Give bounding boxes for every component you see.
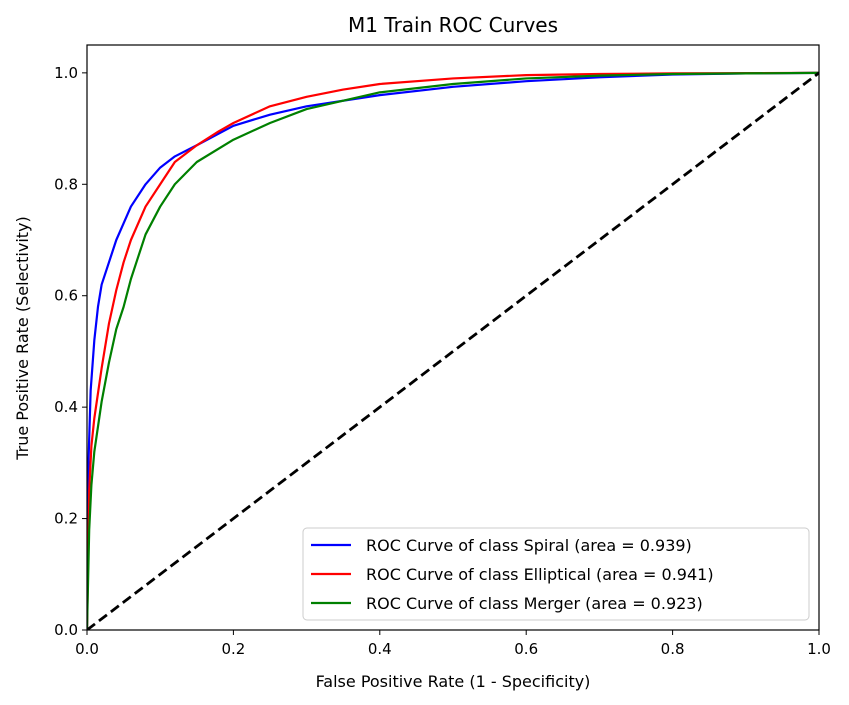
y-tick-label: 0.4: [54, 398, 78, 416]
x-tick-label: 0.0: [75, 640, 99, 658]
x-tick-label: 0.8: [661, 640, 685, 658]
y-axis-label: True Positive Rate (Selectivity): [13, 216, 32, 461]
x-tick-label: 0.4: [368, 640, 392, 658]
plot-area: [87, 71, 819, 630]
x-tick-label: 1.0: [807, 640, 831, 658]
y-tick-label: 0.2: [54, 510, 78, 528]
x-axis-label: False Positive Rate (1 - Specificity): [316, 672, 591, 691]
legend-box: [302, 527, 810, 621]
legend-entry-2: ROC Curve of class Elliptical (area = 0.…: [366, 565, 714, 584]
y-tick-label: 1.0: [54, 64, 78, 82]
axes: 0.0 0.2 0.4 0.6 0.8 1.0 0.0 0.2 0.4 0.6 0.8 1.0: [54, 44, 831, 658]
roc-line-1: [87, 71, 819, 630]
x-tick-label: 0.2: [221, 640, 245, 658]
roc-line-3: [87, 71, 819, 630]
roc-line-2: [87, 71, 819, 630]
y-tick-label: 0.0: [54, 621, 78, 639]
legend: ROC Curve of class Spiral (area = 0.939)…: [302, 527, 810, 621]
chart-title: M1 Train ROC Curves: [348, 13, 558, 37]
y-tick-label: 0.6: [54, 287, 78, 305]
y-tick-label: 0.8: [54, 175, 78, 193]
legend-entry-1: ROC Curve of class Spiral (area = 0.939): [366, 536, 692, 555]
axes-frame: [86, 44, 820, 631]
chance-diagonal-line: [87, 71, 819, 630]
legend-entry-3: ROC Curve of class Merger (area = 0.923): [366, 594, 703, 613]
x-tick-label: 0.6: [514, 640, 538, 658]
